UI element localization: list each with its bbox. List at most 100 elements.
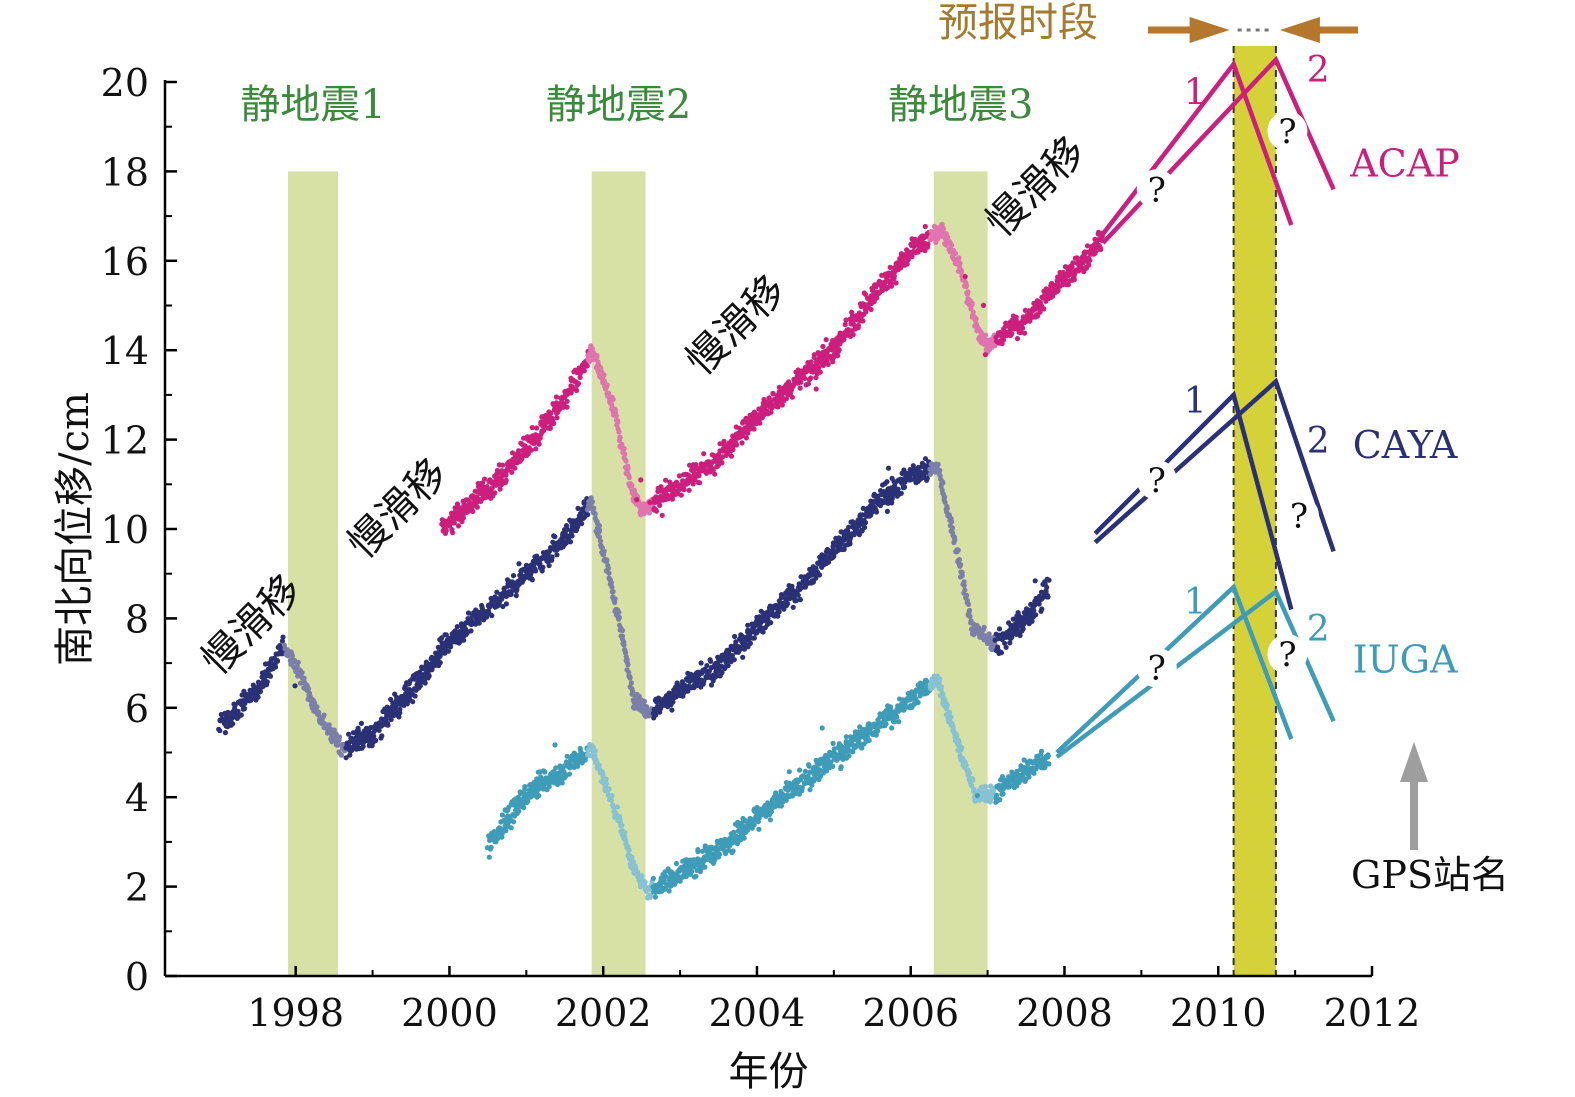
data-point-acap-280: [553, 394, 560, 400]
data-point-caya-828: [567, 539, 574, 545]
data-point-iuga-1080: [937, 676, 943, 682]
data-point-caya-737: [529, 577, 535, 583]
outlier-point-acap-6: [647, 499, 653, 505]
data-point-acap-573: [676, 487, 682, 493]
data-point-acap-423: [616, 429, 622, 435]
data-point-iuga-326: [622, 830, 628, 836]
data-point-caya-223: [314, 704, 320, 710]
data-point-caya-687: [509, 588, 515, 595]
outlier-point-acap-8: [980, 302, 987, 308]
data-point-caya-168: [289, 653, 295, 659]
data-point-caya-1602: [889, 500, 895, 506]
data-point-acap-920: [825, 361, 831, 367]
data-point-caya-933: [609, 584, 615, 590]
data-point-iuga-1164: [970, 777, 976, 783]
data-point-caya-1534: [860, 505, 866, 511]
outlier-point-caya-11: [358, 720, 364, 727]
data-point-caya-1947: [1039, 606, 1045, 612]
data-point-iuga-190: [564, 753, 570, 759]
data-point-iuga-525: [702, 864, 708, 870]
forecast-title: 预报时段: [938, 0, 1098, 46]
data-point-acap-418: [613, 413, 620, 419]
axes-layer: 1998 2000 2002 2004 2006 2008 2010 201202468101…: [52, 61, 1420, 1095]
outlier-point-acap-10: [823, 337, 829, 343]
data-point-iuga-149: [546, 783, 552, 790]
data-point-caya-1083: [670, 699, 676, 705]
data-point-caya-832: [569, 533, 575, 539]
data-point-caya-907: [597, 538, 604, 544]
data-point-acap-185: [516, 448, 522, 454]
data-point-caya-576: [461, 637, 467, 643]
data-point-iuga-831: [830, 740, 836, 747]
data-point-acap-1357: [1009, 331, 1015, 337]
x-tick-label-2006: 2006: [862, 991, 959, 1035]
data-point-acap-266: [548, 410, 554, 416]
data-point-iuga-41: [503, 828, 509, 834]
data-point-caya-1900: [1020, 626, 1026, 632]
data-point-acap-406: [609, 402, 615, 408]
data-point-iuga-1125: [954, 733, 960, 739]
data-point-caya-1333: [776, 609, 782, 615]
data-point-caya-1081: [669, 707, 675, 713]
data-point-iuga-502: [693, 873, 699, 879]
outlier-point-caya-8: [441, 640, 447, 646]
data-point-caya-886: [589, 499, 595, 505]
data-point-caya-119: [267, 673, 274, 679]
data-point-caya-1275: [751, 635, 758, 641]
data-point-caya-147: [279, 638, 285, 644]
data-point-acap-378: [598, 365, 604, 371]
extrapolation-path-iuga-2: [1055, 588, 1336, 759]
y-tick-label-0: 0: [125, 955, 149, 999]
data-point-iuga-310: [614, 804, 621, 810]
outlier-point-iuga-3: [819, 725, 825, 731]
data-point-caya-192: [301, 675, 307, 681]
data-point-caya-1816: [981, 624, 987, 630]
data-point-iuga-1237: [1000, 791, 1006, 797]
data-point-caya-787: [549, 554, 555, 561]
data-point-acap-39: [455, 523, 462, 529]
data-point-acap-1316: [992, 343, 998, 349]
data-point-acap-1504: [1071, 277, 1077, 283]
data-point-acap-421: [615, 419, 621, 425]
data-point-caya-903: [596, 523, 603, 529]
data-point-caya-1616: [895, 486, 901, 492]
data-point-acap-730: [745, 430, 751, 436]
data-point-caya-1244: [740, 654, 746, 660]
data-point-iuga-775: [806, 763, 812, 769]
data-point-acap-1487: [1065, 282, 1071, 288]
data-point-acap-1539: [1086, 262, 1092, 268]
data-point-iuga-643: [751, 822, 757, 828]
data-point-acap-410: [610, 396, 616, 402]
data-point-iuga-1028: [915, 699, 921, 706]
data-point-acap-1229: [956, 255, 962, 261]
data-point-acap-1194: [940, 226, 947, 232]
data-point-acap-1541: [1087, 257, 1093, 263]
data-point-acap-438: [622, 451, 628, 457]
data-point-caya-385: [385, 722, 391, 728]
data-point-caya-1729: [942, 494, 948, 500]
data-point-caya-489: [426, 673, 432, 679]
x-tick-label-2002: 2002: [555, 991, 652, 1035]
data-point-iuga-84: [521, 805, 527, 811]
data-point-caya-1714: [935, 461, 941, 467]
data-point-acap-993: [855, 322, 862, 329]
data-point-acap-230: [534, 425, 540, 431]
data-point-caya-957: [619, 627, 626, 634]
data-point-caya-1052: [658, 705, 664, 712]
data-point-iuga-1343: [1045, 753, 1051, 759]
data-point-caya-1538: [862, 520, 869, 526]
data-point-acap-668: [717, 441, 723, 447]
outlier-point-iuga-6: [756, 826, 762, 832]
data-point-iuga-370: [639, 873, 645, 879]
data-point-iuga-864: [843, 734, 849, 740]
data-point-caya-250: [326, 722, 332, 728]
data-point-iuga-437: [668, 883, 674, 889]
data-point-acap-1567: [1098, 246, 1104, 253]
data-point-iuga-94: [525, 798, 531, 804]
data-point-acap-368: [594, 355, 600, 361]
data-point-caya-585: [465, 610, 472, 616]
data-point-iuga-337: [626, 847, 632, 853]
data-point-caya-676: [503, 601, 509, 607]
data-point-caya-1287: [758, 624, 764, 631]
outlier-point-acap-1: [659, 512, 665, 519]
